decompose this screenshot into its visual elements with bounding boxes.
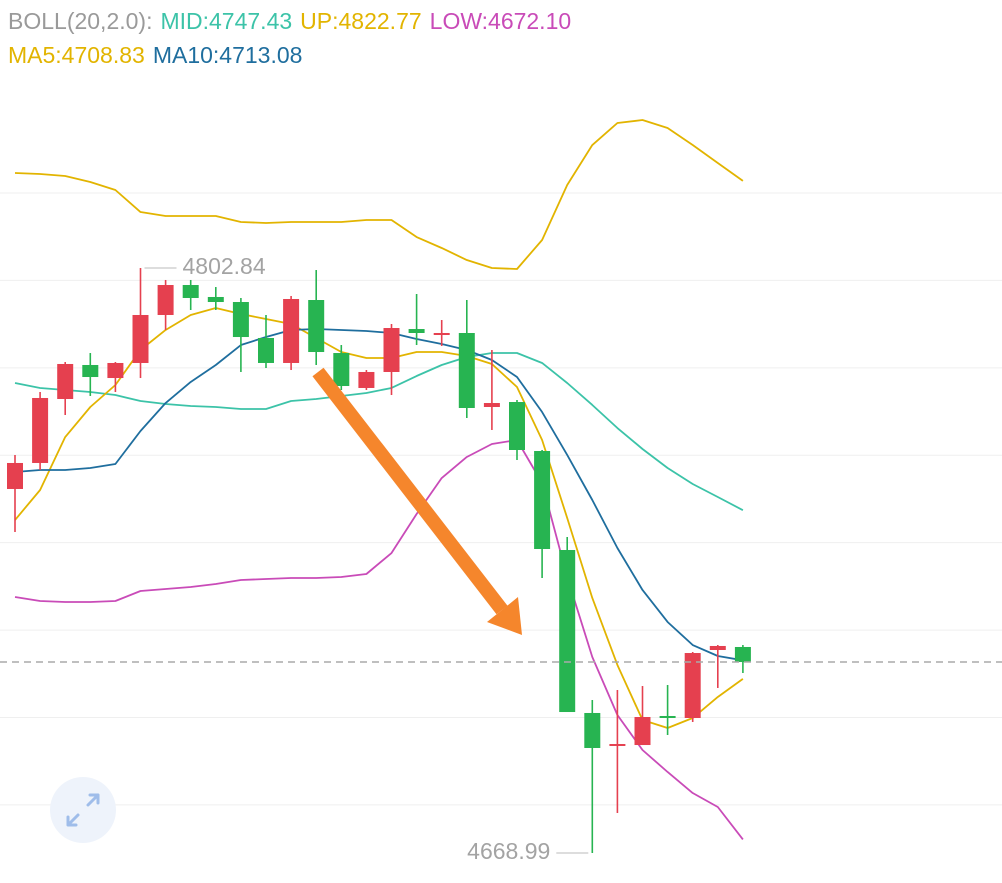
annotations: 4802.84 4668.99 xyxy=(0,253,1002,864)
candle-body xyxy=(157,285,174,315)
legend-entry: MA10:4713.08 xyxy=(152,42,303,68)
candle-body xyxy=(207,296,224,303)
indicator-line xyxy=(14,352,744,511)
indicator-line xyxy=(14,328,744,662)
candles xyxy=(7,268,751,854)
legend-entry: MA5:4708.83 xyxy=(8,42,145,68)
candle-body xyxy=(333,353,350,387)
candle-body xyxy=(232,302,249,338)
trend-arrow xyxy=(312,367,522,635)
candle-body xyxy=(433,332,450,336)
legend-entry: MID:4747.43 xyxy=(160,8,293,34)
arrow-head xyxy=(487,597,522,635)
candle-body xyxy=(132,314,149,363)
min-label: 4668.99 xyxy=(467,838,550,864)
legend: BOLL(20,2.0): MID:4747.43 UP:4822.77 LOW:4… xyxy=(8,4,571,72)
candle-body xyxy=(7,462,23,489)
indicator-line xyxy=(14,439,744,840)
candle-body xyxy=(659,715,676,719)
candle-body xyxy=(57,363,74,399)
candle-body xyxy=(609,744,626,746)
legend-row: BOLL(20,2.0): MID:4747.43 UP:4822.77 LOW:4… xyxy=(8,4,571,38)
candle-body xyxy=(408,329,425,333)
candle-body xyxy=(107,362,124,379)
arrow-shaft xyxy=(312,367,508,615)
candle-body xyxy=(308,300,325,353)
candle-body xyxy=(734,646,751,663)
legend-entry: LOW:4672.10 xyxy=(429,8,572,34)
indicator-line xyxy=(14,119,744,270)
candle-body xyxy=(82,364,99,378)
candle-body xyxy=(283,298,300,363)
candle-body xyxy=(182,285,199,298)
expand-icon[interactable] xyxy=(66,793,100,827)
candle-body xyxy=(584,712,601,748)
candle-body xyxy=(634,717,651,746)
candle-body xyxy=(509,402,525,451)
max-label: 4802.84 xyxy=(183,253,266,279)
indicator-lines xyxy=(14,119,744,840)
expand-button-bg[interactable] xyxy=(50,777,116,843)
candle-body xyxy=(684,653,701,719)
legend-row: MA5:4708.83 MA10:4713.08 xyxy=(8,38,571,72)
candle-body xyxy=(358,371,375,388)
expand-button[interactable] xyxy=(50,777,116,843)
legend-entry: UP:4822.77 xyxy=(300,8,422,34)
candle-body xyxy=(559,550,576,713)
grid xyxy=(0,192,1002,806)
candle-body xyxy=(483,403,500,407)
indicator-label: BOLL(20,2.0): xyxy=(8,8,153,34)
candle-body xyxy=(383,328,400,372)
candle-body xyxy=(258,337,274,363)
candle-body xyxy=(458,332,475,408)
candle-body xyxy=(32,397,49,463)
candle-body xyxy=(709,645,726,651)
candle-body xyxy=(534,451,551,549)
indicator-line xyxy=(14,307,744,729)
